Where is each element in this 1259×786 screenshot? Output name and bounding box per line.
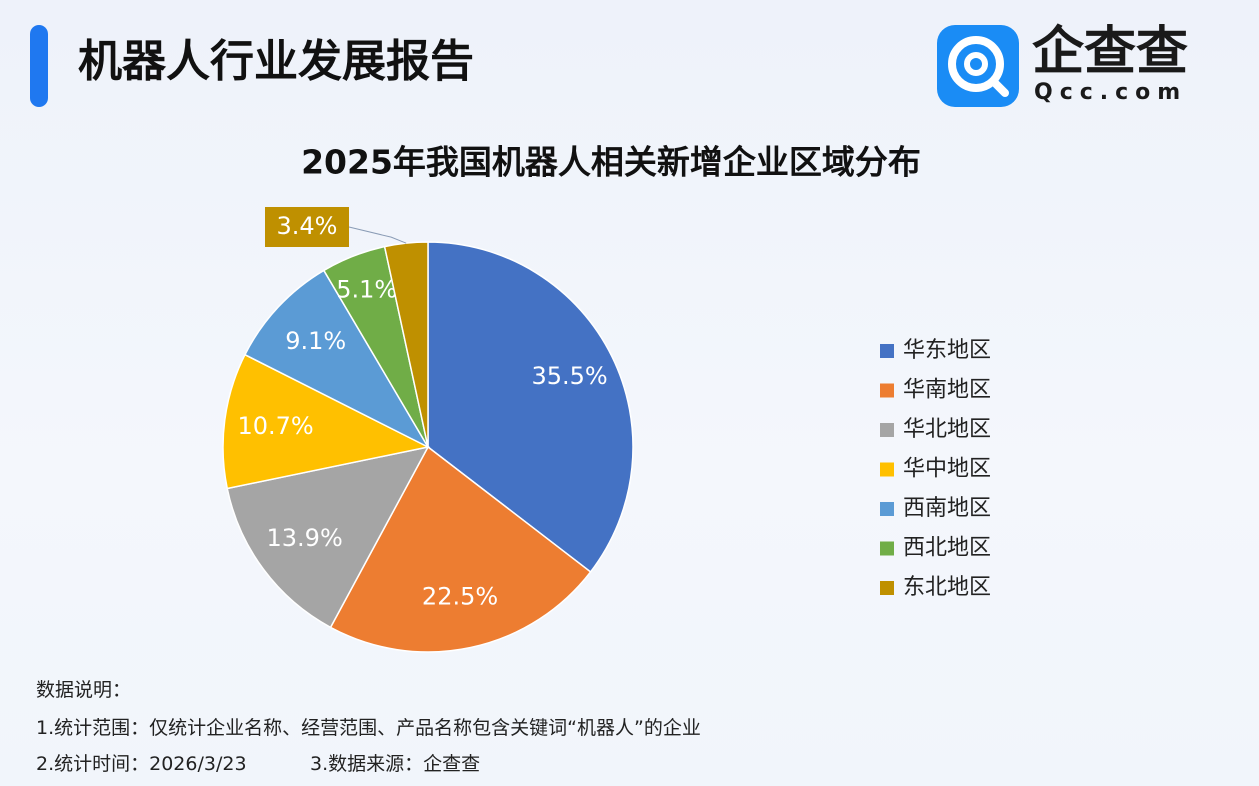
data-label-box xyxy=(265,207,349,247)
legend-swatch xyxy=(880,383,894,398)
data-label: 10.7% xyxy=(237,412,313,440)
data-label: 13.9% xyxy=(267,524,343,552)
logo-handle xyxy=(989,77,1009,97)
data-label: 35.5% xyxy=(531,362,607,390)
chart-title: 2025年我国机器人相关新增企业区域分布 xyxy=(301,143,921,182)
legend-swatch xyxy=(880,581,894,595)
pie-slice xyxy=(226,445,430,629)
legend-swatch xyxy=(880,344,894,358)
legend-label: 东北地区 xyxy=(903,575,991,600)
leader-line xyxy=(348,226,407,244)
notes-source: 3.数据来源：企查查 xyxy=(310,753,481,775)
pie-slice xyxy=(243,269,430,449)
notes-scope: 1.统计范围：仅统计企业名称、经营范围、产品名称包含关键词“机器人”的企业 xyxy=(36,717,701,739)
legend-swatch xyxy=(880,541,894,556)
logo-ring xyxy=(948,36,1004,92)
data-label: 9.1% xyxy=(285,327,346,355)
legend-label: 华东地区 xyxy=(903,338,991,363)
title-accent xyxy=(30,25,48,107)
data-label: 3.4% xyxy=(277,212,338,240)
legend-swatch xyxy=(880,462,894,477)
logo-domain: Qcc.com xyxy=(1034,80,1187,105)
logo-core xyxy=(964,52,988,76)
legend-label: 西南地区 xyxy=(903,496,991,521)
pie-slice xyxy=(222,353,431,490)
legend-swatch xyxy=(880,502,894,516)
data-label: 22.5% xyxy=(422,582,498,610)
notes-time: 2.统计时间：2026/3/23 xyxy=(36,753,247,775)
data-label: 5.1% xyxy=(336,275,397,303)
legend-label: 华北地区 xyxy=(903,417,991,442)
legend-label: 西北地区 xyxy=(903,536,991,561)
pie-slice xyxy=(427,241,634,573)
page-title: 机器人行业发展报告 xyxy=(78,36,474,87)
pie-slice xyxy=(383,241,429,448)
legend-swatch xyxy=(880,423,894,437)
pie-slice xyxy=(329,445,592,653)
legend-label: 华南地区 xyxy=(903,378,991,403)
legend-label: 华中地区 xyxy=(903,457,991,482)
logo-name: 企查查 xyxy=(1032,22,1188,82)
notes-heading: 数据说明： xyxy=(36,679,132,701)
